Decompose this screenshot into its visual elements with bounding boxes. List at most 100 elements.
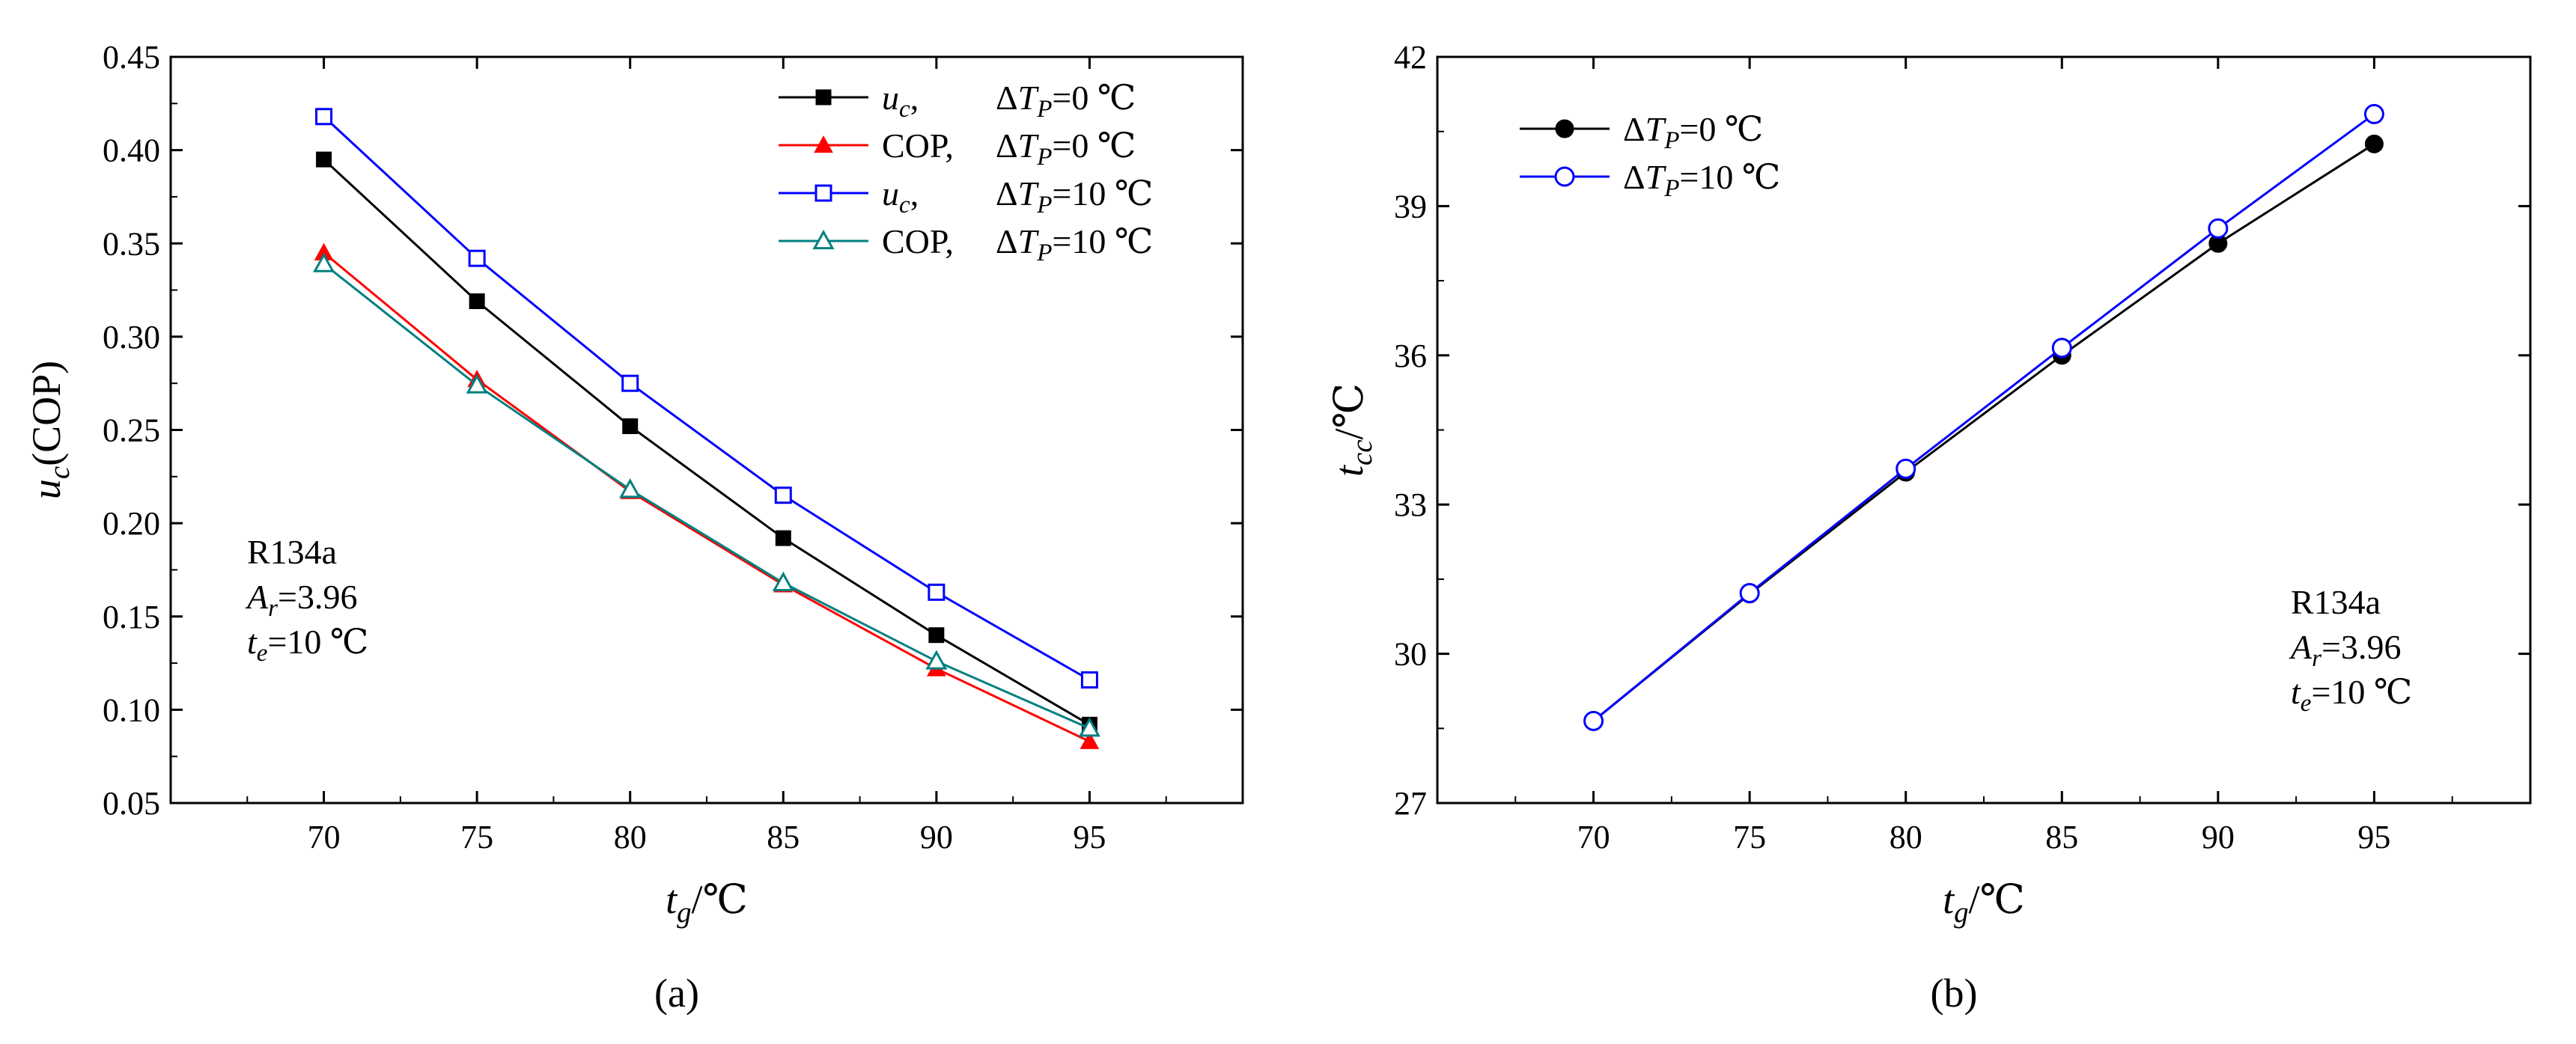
data-point	[1739, 583, 1760, 604]
chart-b: 70 75 80 85 90 95 27 30 33 36 39 42 tg/℃ tcc/℃ ΔTP=0 ℃…	[1327, 39, 2532, 1016]
series-0	[316, 151, 1097, 733]
y-axis-label: uc(COP)	[24, 361, 76, 499]
legend-marker	[812, 229, 835, 250]
y-tick-label: 36	[1394, 338, 1427, 374]
x-tick-label: 95	[1073, 819, 1106, 855]
legend-condition: ΔTP=10 ℃	[996, 222, 1153, 266]
data-point	[774, 486, 792, 504]
data-point	[2364, 134, 2384, 153]
chart-a: 70 75 80 85 90 95 0.05 0.10 0.15 0.20 0.25 0.30 0.35…	[24, 39, 1244, 1016]
data-point	[928, 583, 946, 601]
data-point	[925, 650, 948, 670]
figure-caption: (a)	[654, 971, 699, 1016]
legend-marker	[814, 135, 833, 153]
legend-label: ΔTP=10 ℃	[1623, 158, 1780, 202]
data-point	[469, 293, 485, 310]
y-tick-label: 0.40	[103, 132, 160, 169]
annotation-area-ratio: Ar=3.96	[2289, 628, 2401, 672]
legend-label: COP,	[882, 126, 954, 165]
y-tick-label: 0.45	[103, 39, 160, 76]
x-tick-label: 70	[1577, 819, 1610, 855]
legend-label: COP,	[882, 222, 954, 260]
data-point	[619, 478, 642, 498]
x-tick-label: 70	[308, 819, 341, 855]
annotation-area-ratio: Ar=3.96	[245, 578, 357, 622]
y-tick-label: 0.15	[103, 599, 160, 635]
figure-caption: (b)	[1931, 971, 1978, 1016]
series-0	[1584, 134, 2384, 730]
legend-marker	[814, 184, 832, 202]
y-tick-label: 42	[1394, 39, 1427, 76]
series-line	[323, 115, 1091, 681]
data-point	[772, 571, 794, 591]
data-point	[2208, 218, 2229, 239]
y-tick-label: 30	[1394, 636, 1427, 673]
data-point	[315, 108, 333, 126]
x-tick-label: 80	[1890, 819, 1922, 855]
y-tick-label: 0.35	[103, 225, 160, 262]
annotation-evap-temp: te=10 ℃	[2291, 673, 2412, 717]
legend-label: ΔTP=0 ℃	[1623, 110, 1763, 154]
series-2	[315, 108, 1098, 689]
annotation-evap-temp: te=10 ℃	[247, 623, 368, 667]
legend: ΔTP=0 ℃ uc, ΔTP=0 ℃ COP, ΔTP=10 ℃ uc, ΔTP=10 ℃…	[779, 79, 1153, 266]
y-tick-label: 0.25	[103, 412, 160, 449]
series-line	[323, 158, 1091, 726]
data-point	[621, 374, 639, 392]
legend-marker	[815, 89, 832, 106]
data-point	[1583, 710, 1604, 731]
legend-condition: ΔTP=0 ℃	[996, 126, 1136, 171]
y-tick-label: 33	[1394, 486, 1427, 523]
legend-marker	[1555, 119, 1574, 138]
data-point	[468, 249, 486, 267]
x-tick-label: 85	[767, 819, 800, 855]
y-tick-label: 39	[1394, 188, 1427, 225]
x-tick-label: 80	[614, 819, 647, 855]
y-tick-label: 0.10	[103, 692, 160, 728]
series-3	[313, 252, 1100, 737]
series-1	[314, 242, 1100, 749]
y-axis-label: tcc/℃	[1327, 383, 1378, 477]
series-line	[1592, 143, 2375, 722]
data-point	[622, 418, 639, 435]
annotation-refrigerant: R134a	[247, 533, 337, 571]
y-tick-label: 27	[1394, 785, 1427, 822]
data-point	[775, 530, 791, 546]
data-point	[928, 627, 945, 644]
legend-condition: ΔTP=0 ℃	[996, 79, 1136, 123]
x-tick-label: 85	[2045, 819, 2078, 855]
data-point	[1080, 731, 1100, 749]
legend-condition: ΔTP=10 ℃	[996, 174, 1153, 219]
x-axis-label: tg/℃	[666, 877, 748, 929]
data-point	[1896, 458, 1916, 479]
data-point	[1078, 717, 1100, 737]
y-tick-label: 0.30	[103, 319, 160, 355]
series-line	[323, 251, 1091, 743]
legend-marker	[1554, 166, 1575, 187]
x-axis-label: tg/℃	[1943, 877, 2025, 929]
x-tick-label: 75	[460, 819, 493, 855]
series-line	[1592, 113, 2375, 722]
x-tick-label: 95	[2357, 819, 2390, 855]
y-tick-label: 0.05	[103, 785, 160, 822]
data-point	[466, 373, 488, 394]
data-point	[2363, 103, 2384, 124]
data-point	[2051, 338, 2072, 358]
series-1	[1583, 103, 2384, 731]
data-point	[1080, 671, 1098, 689]
legend-label: uc,	[882, 174, 919, 219]
annotation-refrigerant: R134a	[2291, 583, 2381, 621]
plot-frame	[169, 55, 1244, 805]
series-line	[323, 263, 1091, 730]
x-tick-label: 75	[1733, 819, 1766, 855]
x-tick-label: 90	[920, 819, 953, 855]
y-tick-label: 0.20	[103, 505, 160, 542]
data-point	[316, 151, 332, 168]
data-point	[313, 252, 335, 272]
x-tick-label: 90	[2202, 819, 2235, 855]
legend-label: uc,	[882, 79, 919, 123]
